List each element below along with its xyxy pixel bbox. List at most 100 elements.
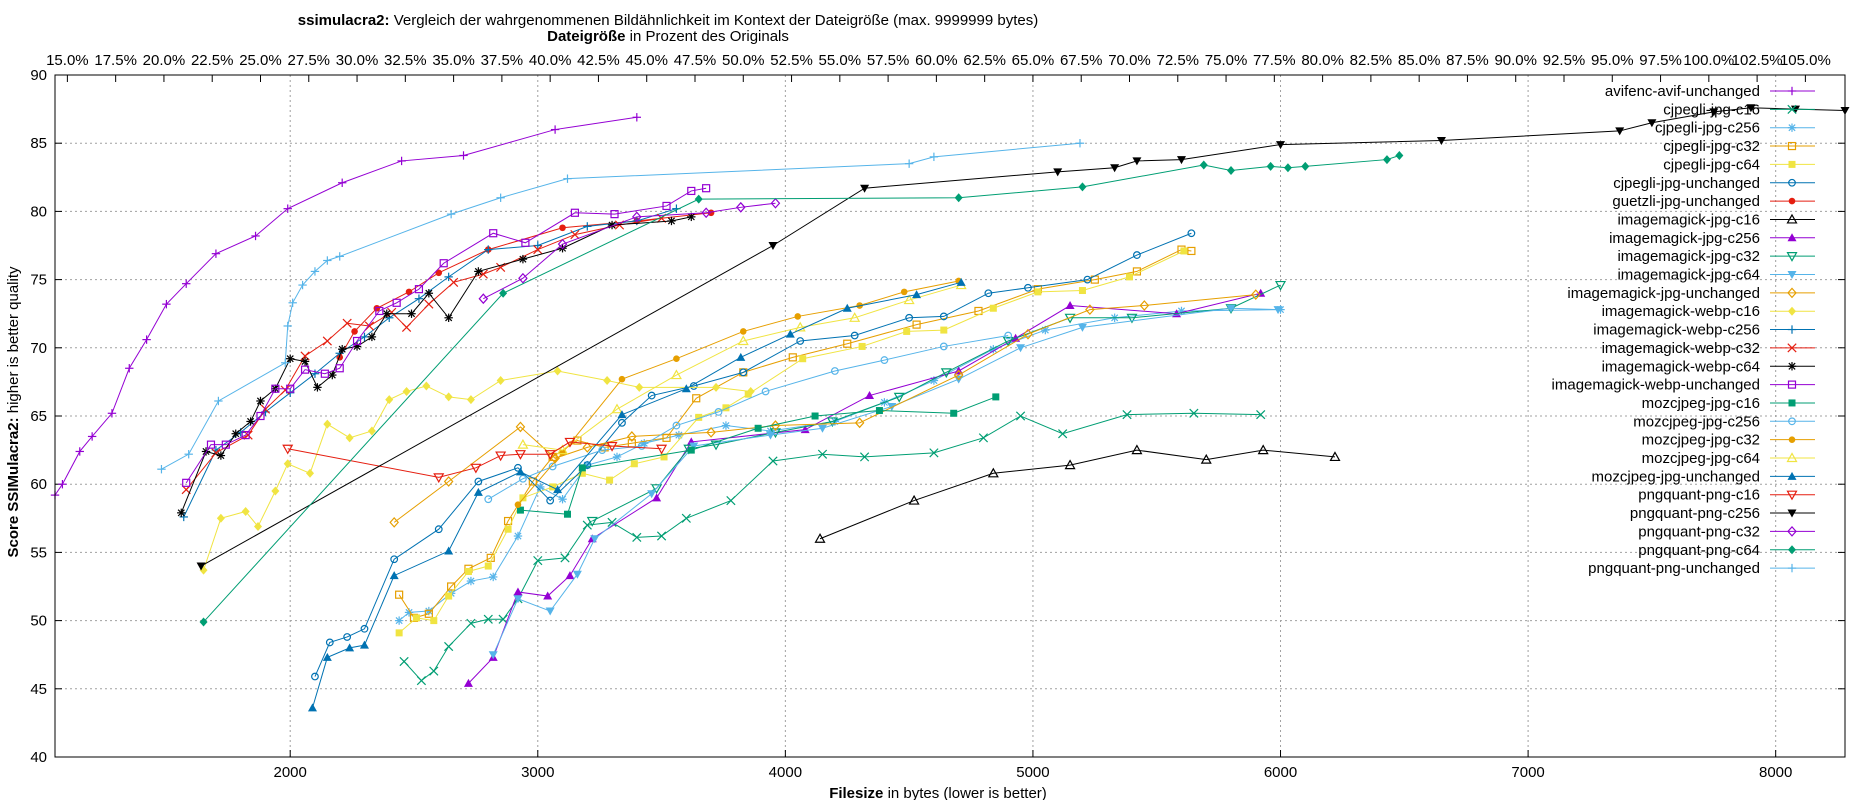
data-point [251, 231, 260, 241]
grid [55, 75, 1845, 757]
data-point [401, 322, 412, 332]
legend-swatch-marker [1788, 545, 1796, 555]
data-point [583, 222, 592, 231]
data-point [817, 449, 828, 459]
x2-axis-title-bold: Dateigröße [547, 28, 625, 45]
series-line [398, 249, 1192, 619]
data-point [929, 152, 939, 162]
marker-stroke [425, 289, 433, 297]
data-point [630, 460, 638, 468]
data-point [533, 244, 543, 255]
data-point [177, 508, 186, 518]
legend-item: mozcjpeg-jpg-c256 [1633, 413, 1815, 430]
data-point [739, 328, 747, 335]
data-point [489, 229, 498, 238]
data-point [900, 288, 908, 296]
data-point [58, 480, 67, 489]
data-point [572, 570, 582, 579]
data-point [1276, 141, 1286, 150]
data-point [466, 395, 475, 405]
data-point [359, 640, 369, 649]
x2-tick-label: 32.5% [384, 52, 427, 69]
data-point [1256, 410, 1266, 420]
data-point [744, 390, 752, 398]
data-point [1615, 127, 1625, 136]
legend-item: imagemagick-jpg-c32 [1617, 248, 1815, 265]
data-point [256, 396, 265, 406]
data-point [1395, 150, 1404, 160]
x2-tick-label: 22.5% [191, 52, 234, 69]
data-point [954, 193, 963, 203]
y-tick-label: 85 [30, 135, 47, 152]
data-point [817, 424, 827, 433]
data-point [903, 327, 911, 335]
y-tick-label: 65 [30, 408, 47, 425]
data-point [360, 624, 369, 633]
legend-swatch-marker [1788, 436, 1796, 443]
data-point [712, 382, 721, 392]
marker-stroke [1122, 410, 1132, 420]
series-pngquant-png-unchanged [157, 139, 1085, 474]
data-point [1746, 104, 1756, 113]
series-layer [50, 104, 1850, 712]
legend-item: imagemagick-webp-c256 [1593, 322, 1815, 339]
data-point [714, 408, 723, 416]
data-point [710, 440, 722, 451]
data-point [464, 567, 472, 575]
x2-tick-label: 17.5% [94, 52, 137, 69]
data-point [474, 477, 483, 486]
marker-stroke [466, 618, 476, 628]
series-pngquant-png-c64 [199, 150, 1404, 627]
marker-stroke [395, 617, 403, 625]
data-point [695, 413, 703, 421]
legend-label: guetzli-jpg-unchanged [1612, 193, 1760, 210]
marker-stroke [342, 318, 352, 328]
data-point [444, 546, 454, 555]
data-point [463, 678, 473, 687]
data-point [444, 272, 453, 282]
data-point [651, 484, 663, 495]
x2-tick-label: 45.0% [625, 52, 668, 69]
x2-tick-label: 27.5% [287, 52, 330, 69]
legend-swatch-marker [1787, 86, 1797, 96]
data-point [603, 376, 612, 386]
data-point [466, 576, 476, 586]
marker-stroke [467, 577, 475, 585]
legend-item: imagemagick-webp-c32 [1602, 340, 1815, 357]
series-pngquant-png-c16 [282, 437, 668, 484]
data-point [1436, 136, 1446, 145]
data-point [794, 321, 806, 332]
data-point [692, 394, 701, 403]
x2-tick-label: 97.5% [1639, 52, 1682, 69]
legend-label: imagemagick-webp-c16 [1602, 303, 1760, 320]
marker-stroke [1787, 104, 1797, 114]
x2-tick-label: 20.0% [143, 52, 186, 69]
legend-item: cjpegli-jpg-c32 [1663, 138, 1815, 155]
x2-axis-title-rest: in Prozent des Originals [630, 28, 789, 45]
data-point [513, 595, 523, 604]
legend-swatch-marker [1787, 271, 1797, 279]
marker-stroke [243, 430, 253, 440]
x-tick-label: 8000 [1759, 764, 1792, 781]
series-imagemagick-jpg-c16 [814, 444, 1341, 543]
data-point [1200, 453, 1212, 464]
data-point [992, 393, 1000, 401]
data-point [216, 451, 226, 460]
marker-stroke [301, 357, 309, 366]
data-point [796, 337, 805, 345]
data-point [1110, 164, 1120, 173]
data-point [606, 476, 614, 484]
data-point [311, 672, 319, 681]
data-point [474, 267, 483, 276]
data-point [389, 571, 399, 580]
data-point [444, 641, 454, 652]
data-point [612, 452, 622, 462]
data-point [617, 410, 627, 419]
data-point [860, 184, 870, 193]
data-point [632, 211, 642, 223]
data-point [416, 675, 427, 686]
data-point [984, 289, 993, 298]
data-point [75, 447, 84, 456]
data-point [632, 113, 642, 122]
data-point [736, 352, 746, 361]
